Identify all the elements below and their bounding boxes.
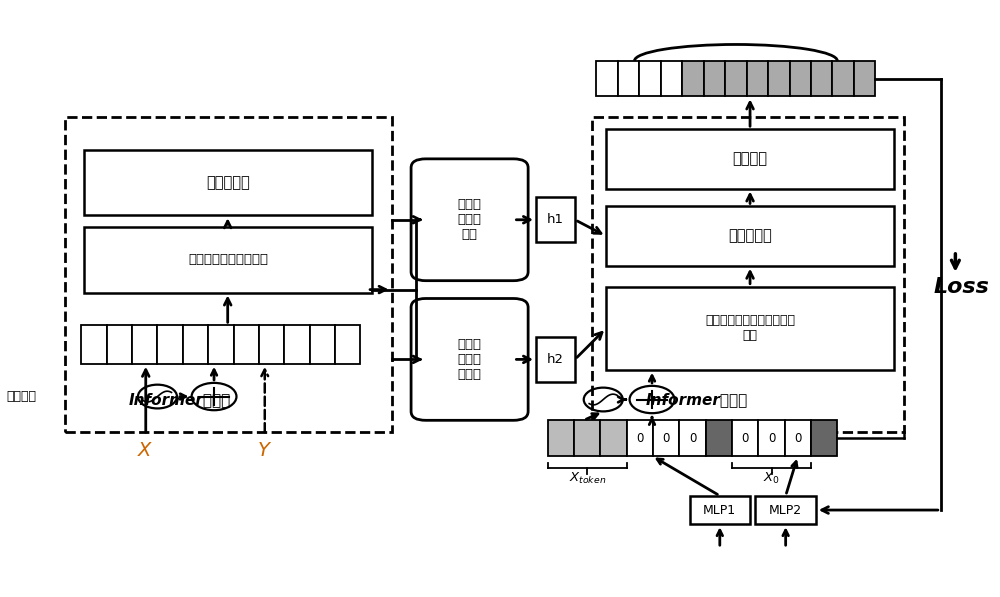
FancyBboxPatch shape (755, 496, 816, 524)
Text: h2: h2 (547, 353, 564, 366)
Text: h1: h1 (547, 213, 564, 226)
FancyBboxPatch shape (682, 61, 704, 97)
Text: 0: 0 (741, 432, 749, 445)
FancyBboxPatch shape (747, 61, 768, 97)
FancyBboxPatch shape (234, 325, 259, 364)
FancyBboxPatch shape (606, 207, 894, 266)
FancyBboxPatch shape (310, 325, 335, 364)
FancyBboxPatch shape (653, 420, 679, 456)
Text: 带掩码的多头稀疏自注意力
机制: 带掩码的多头稀疏自注意力 机制 (705, 314, 795, 342)
FancyBboxPatch shape (811, 420, 837, 456)
FancyBboxPatch shape (411, 159, 528, 281)
FancyBboxPatch shape (157, 325, 183, 364)
Text: 0: 0 (636, 432, 644, 445)
Text: 0: 0 (689, 432, 696, 445)
Text: 全连接层: 全连接层 (733, 152, 768, 167)
FancyBboxPatch shape (183, 325, 208, 364)
FancyBboxPatch shape (768, 61, 790, 97)
FancyBboxPatch shape (208, 325, 234, 364)
Text: $X_0$: $X_0$ (763, 471, 780, 486)
FancyBboxPatch shape (335, 325, 360, 364)
FancyBboxPatch shape (84, 150, 372, 216)
FancyBboxPatch shape (785, 420, 811, 456)
Text: Informer编码器: Informer编码器 (128, 392, 230, 407)
Text: 自蒸馏技术: 自蒸馏技术 (206, 175, 250, 190)
Text: 关键点
隐变量
预测器: 关键点 隐变量 预测器 (458, 338, 482, 381)
FancyBboxPatch shape (618, 61, 639, 97)
FancyBboxPatch shape (606, 287, 894, 370)
Text: Informer解码器: Informer解码器 (645, 392, 747, 407)
FancyBboxPatch shape (732, 420, 758, 456)
Text: $X$: $X$ (137, 441, 154, 460)
FancyBboxPatch shape (790, 61, 811, 97)
FancyBboxPatch shape (832, 61, 854, 97)
Bar (592, 117, 904, 432)
FancyBboxPatch shape (600, 420, 627, 456)
FancyBboxPatch shape (107, 325, 132, 364)
FancyBboxPatch shape (536, 198, 575, 242)
FancyBboxPatch shape (606, 129, 894, 189)
Text: 0: 0 (768, 432, 775, 445)
FancyBboxPatch shape (706, 420, 732, 456)
FancyBboxPatch shape (84, 227, 372, 293)
FancyBboxPatch shape (411, 298, 528, 420)
Text: 0: 0 (662, 432, 670, 445)
FancyBboxPatch shape (854, 61, 875, 97)
FancyBboxPatch shape (679, 420, 706, 456)
FancyBboxPatch shape (284, 325, 310, 364)
Text: MLP2: MLP2 (769, 503, 802, 516)
Text: 0: 0 (794, 432, 802, 445)
FancyBboxPatch shape (627, 420, 653, 456)
FancyBboxPatch shape (132, 325, 157, 364)
FancyBboxPatch shape (639, 61, 661, 97)
Text: $Y$: $Y$ (257, 441, 272, 460)
Text: $X_{token}$: $X_{token}$ (569, 471, 606, 486)
Text: 多头注意力: 多头注意力 (728, 229, 772, 244)
Text: 轨迹隐
变量预
测器: 轨迹隐 变量预 测器 (458, 198, 482, 241)
FancyBboxPatch shape (690, 496, 750, 524)
FancyBboxPatch shape (725, 61, 747, 97)
Text: Loss: Loss (934, 276, 990, 297)
Text: MLP1: MLP1 (703, 503, 736, 516)
FancyBboxPatch shape (811, 61, 832, 97)
FancyBboxPatch shape (259, 325, 284, 364)
FancyBboxPatch shape (574, 420, 600, 456)
FancyBboxPatch shape (704, 61, 725, 97)
FancyBboxPatch shape (81, 325, 107, 364)
FancyBboxPatch shape (661, 61, 682, 97)
FancyBboxPatch shape (596, 61, 618, 97)
Text: 多头稀疏自注意力机制: 多头稀疏自注意力机制 (188, 253, 268, 266)
FancyBboxPatch shape (758, 420, 785, 456)
FancyBboxPatch shape (548, 420, 574, 456)
FancyBboxPatch shape (536, 337, 575, 381)
Text: 位置编码: 位置编码 (6, 390, 36, 403)
Bar (65, 117, 392, 432)
